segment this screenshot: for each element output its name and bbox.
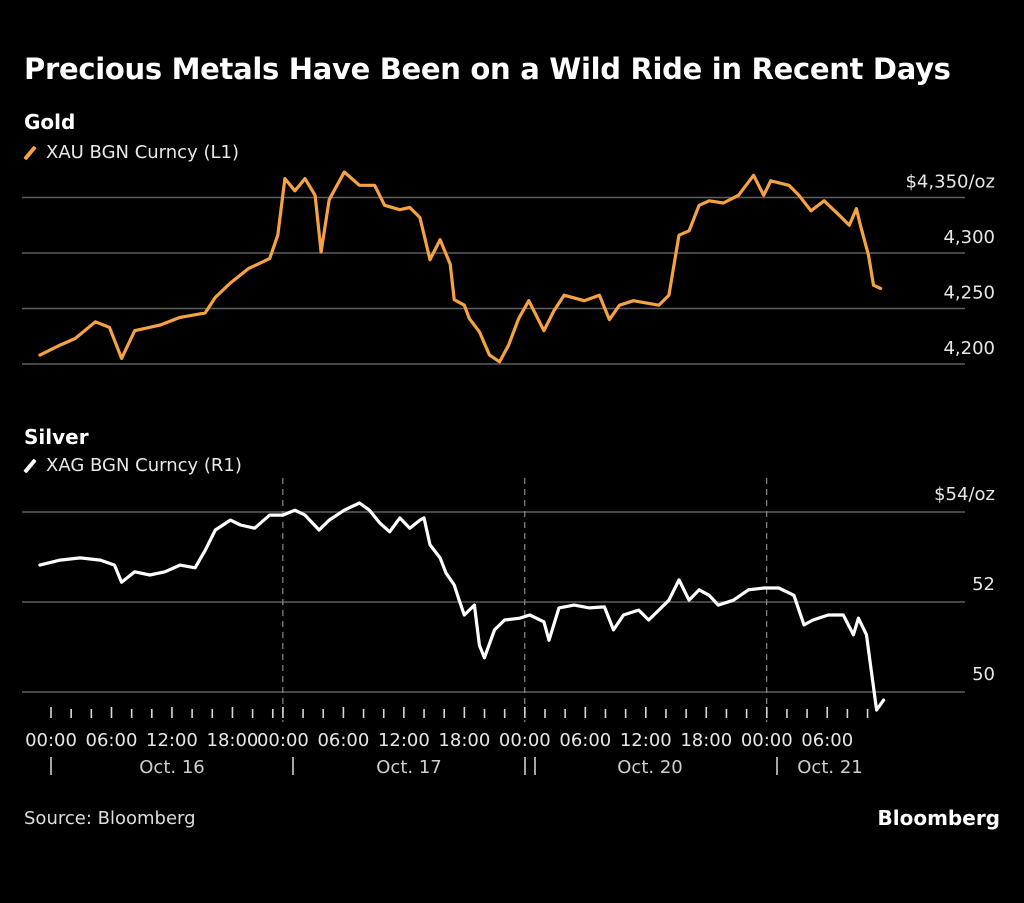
x-axis-ticks <box>50 707 869 718</box>
x-hour-label: 00:00 <box>499 730 551 751</box>
silver-y-tick-label: $54/oz <box>934 484 995 505</box>
silver-legend-label: XAG BGN Curncy (R1) <box>46 455 242 476</box>
x-hour-label: 06:00 <box>559 730 611 751</box>
silver-y-tick-label: 52 <box>972 574 995 595</box>
gold-gridlines <box>22 196 965 365</box>
x-hour-label: 12:00 <box>378 730 430 751</box>
silver-legend: XAG BGN Curncy (R1) <box>23 455 242 476</box>
silver-price-line <box>38 501 886 712</box>
gold-legend-label: XAU BGN Curncy (L1) <box>46 142 239 163</box>
x-hour-label: 06:00 <box>86 730 138 751</box>
x-hour-label: 18:00 <box>207 730 259 751</box>
bloomberg-logo: Bloomberg <box>877 806 1000 830</box>
x-date-label: Oct. 17 <box>376 757 441 778</box>
gold-y-tick-label: $4,350/oz <box>905 172 995 193</box>
source-note: Source: Bloomberg <box>24 808 196 829</box>
x-hour-label: 06:00 <box>317 730 369 751</box>
x-hour-label: 00:00 <box>257 730 309 751</box>
x-hour-label: 00:00 <box>25 730 77 751</box>
x-date-label: Oct. 20 <box>617 757 682 778</box>
x-date-label: Oct. 21 <box>797 757 862 778</box>
x-hour-label: 06:00 <box>801 730 853 751</box>
x-hour-label: 12:00 <box>146 730 198 751</box>
gold-price-line <box>38 170 883 364</box>
silver-y-tick-label: 50 <box>972 664 995 685</box>
day-divider-lines <box>282 478 768 722</box>
x-hour-label: 18:00 <box>438 730 490 751</box>
x-hour-label: 18:00 <box>680 730 732 751</box>
silver-panel-title: Silver <box>24 425 89 449</box>
x-hour-label: 12:00 <box>620 730 672 751</box>
silver-gridlines <box>22 511 965 693</box>
x-axis-date-labels: Oct. 16 Oct. 17 Oct. 20 Oct. 21 <box>50 757 863 778</box>
chart-title: Precious Metals Have Been on a Wild Ride… <box>24 52 951 86</box>
gold-y-tick-label: 4,300 <box>943 227 995 248</box>
gold-y-tick-label: 4,200 <box>943 338 995 359</box>
gold-y-axis-labels: 4,200 4,250 4,300 $4,350/oz <box>905 172 995 360</box>
gold-panel-title: Gold <box>24 110 76 134</box>
silver-y-axis-labels: 50 52 $54/oz <box>934 484 995 685</box>
x-hour-label: 00:00 <box>741 730 793 751</box>
x-date-label: Oct. 16 <box>139 757 204 778</box>
gold-legend: XAU BGN Curncy (L1) <box>23 142 239 163</box>
gold-y-tick-label: 4,250 <box>943 283 995 304</box>
